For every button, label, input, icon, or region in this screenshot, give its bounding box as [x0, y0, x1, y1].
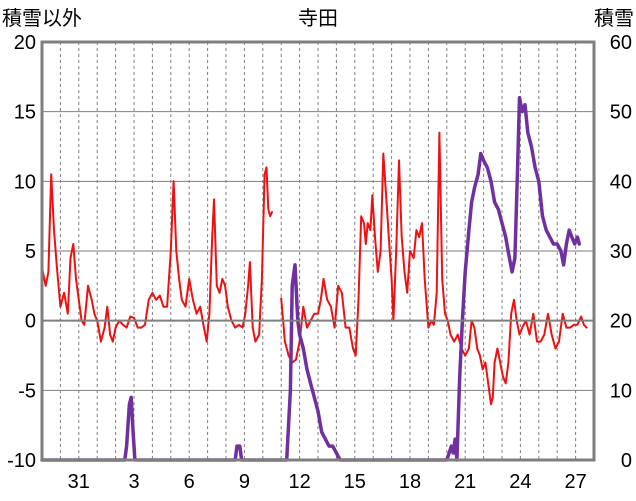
right-tick-label: 10 — [610, 380, 632, 402]
left-tick-label: -10 — [7, 450, 36, 472]
x-tick-label: 9 — [239, 471, 250, 493]
x-tick-label: 6 — [184, 471, 195, 493]
other-series-line-1 — [280, 131, 588, 406]
right-tick-label: 30 — [610, 241, 632, 263]
right-tick-label: 60 — [610, 32, 632, 54]
right-tick-label: 0 — [621, 450, 632, 472]
left-tick-label: -5 — [18, 380, 36, 402]
right-tick-label: 20 — [610, 311, 632, 333]
left-axis-title: 積雪以外 — [2, 7, 82, 30]
x-tick-label: 24 — [509, 471, 531, 493]
right-axis-title: 積雪 — [594, 7, 634, 30]
right-tick-label: 40 — [610, 171, 632, 193]
x-tick-label: 21 — [454, 471, 476, 493]
left-tick-label: 0 — [25, 311, 36, 333]
chart-title: 寺田 — [298, 7, 338, 30]
x-tick-label: 18 — [399, 471, 421, 493]
x-tick-label: 31 — [68, 471, 90, 493]
series-layer — [40, 95, 588, 462]
other-series-line-0 — [41, 166, 273, 343]
left-tick-label: 20 — [14, 32, 36, 54]
right-tick-label: 50 — [610, 102, 632, 124]
snow-depth-series-line-2 — [40, 95, 582, 462]
x-tick-label: 3 — [128, 471, 139, 493]
left-tick-label: 15 — [14, 102, 36, 124]
frame-layer — [40, 40, 596, 462]
x-tick-label: 27 — [564, 471, 586, 493]
x-tick-label: 12 — [288, 471, 310, 493]
x-tick-label: 15 — [344, 471, 366, 493]
grid-layer — [42, 42, 594, 460]
plot-frame — [40, 40, 596, 462]
left-tick-label: 10 — [14, 171, 36, 193]
left-tick-label: 5 — [25, 241, 36, 263]
